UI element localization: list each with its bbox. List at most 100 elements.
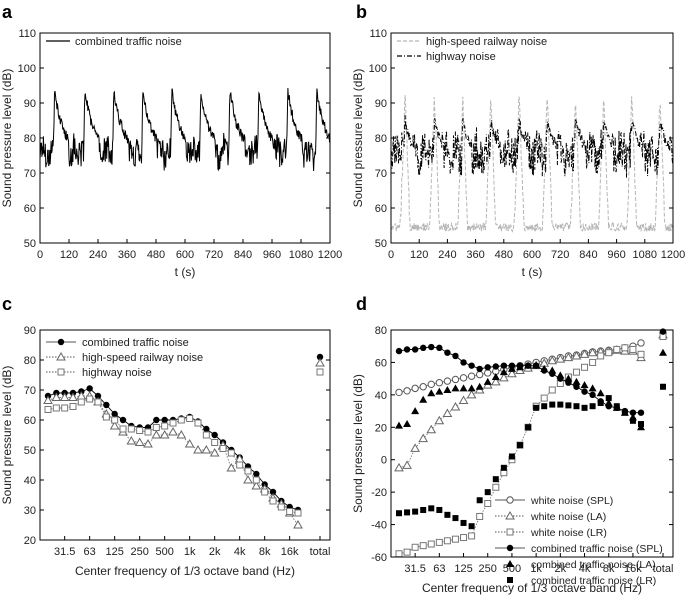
x-tick-label: 2k [555, 563, 567, 575]
y-axis-label: Sound pressure level (dB) [351, 374, 365, 513]
data-point [506, 560, 514, 567]
data-point [452, 515, 459, 522]
data-point [277, 503, 285, 511]
data-point [436, 506, 443, 513]
y-tick-label: 100 [18, 63, 36, 75]
data-point [581, 404, 588, 411]
data-point [541, 403, 548, 410]
data-point [492, 483, 500, 491]
data-point [490, 376, 501, 386]
x-tick-label: 1080 [289, 249, 313, 261]
data-point [119, 425, 127, 433]
chart-c: 20 30 40 50 60 70 80 90 Sound pressure level (dB… [0, 325, 330, 578]
x-tick-label: 2k [209, 546, 221, 558]
data-point [451, 375, 460, 384]
data-point [394, 462, 404, 472]
data-point [315, 357, 325, 367]
data-point [443, 377, 452, 385]
data-point [159, 429, 170, 439]
data-point [44, 406, 52, 413]
data-point [428, 343, 435, 351]
chart-c-frame [39, 329, 331, 541]
data-point [637, 409, 645, 416]
x-tick-label: 840 [234, 249, 252, 261]
y-tick-label: 90 [24, 325, 36, 337]
data-point [533, 404, 540, 411]
y-tick-label: 80 [375, 325, 387, 337]
data-point [557, 401, 564, 408]
data-point [395, 388, 403, 397]
data-point [621, 344, 629, 352]
data-point [605, 349, 613, 357]
data-point [597, 352, 605, 360]
x-tick-label: 720 [205, 249, 223, 261]
legend-label: highway noise [426, 51, 496, 63]
data-point [403, 387, 411, 395]
y-axis-label: Sound pressure level (dB) [0, 69, 14, 208]
data-point [637, 339, 645, 347]
x-tick-label: 16k [624, 563, 642, 575]
data-point [403, 346, 411, 353]
data-point [442, 408, 453, 418]
data-point [451, 384, 460, 392]
x-tick-label: 240 [438, 249, 456, 261]
data-point [563, 352, 574, 362]
x-tick-label: 480 [147, 249, 165, 261]
data-point [269, 488, 277, 496]
legend-label: white noise (LR) [530, 527, 607, 539]
data-point [143, 438, 153, 448]
data-point [460, 534, 468, 542]
data-point [460, 519, 467, 526]
data-point [484, 364, 491, 371]
data-point [467, 384, 476, 392]
data-point [294, 509, 302, 517]
y-tick-label: -60 [371, 552, 387, 564]
data-point [153, 416, 160, 424]
data-point [243, 474, 253, 484]
series-line [47, 395, 299, 526]
x-tick-label: 960 [263, 249, 281, 261]
legend-label: white noise (SPL) [530, 495, 613, 507]
y-tick-label: 50 [24, 238, 36, 250]
x-tick-label: 720 [551, 249, 569, 261]
x-tick-label: 120 [410, 249, 428, 261]
data-point [572, 368, 580, 376]
data-point [427, 540, 435, 548]
data-point [613, 345, 621, 353]
data-point [506, 496, 514, 504]
x-tick-label: 31.5 [54, 546, 75, 558]
data-point [436, 344, 443, 352]
data-point [573, 403, 580, 410]
data-point [459, 374, 468, 382]
data-point [403, 548, 411, 556]
data-point [589, 403, 596, 410]
data-point [427, 380, 435, 389]
data-point [411, 407, 420, 415]
data-point [411, 384, 419, 393]
y-tick-label: 30 [24, 505, 36, 517]
data-point [77, 398, 85, 406]
data-point [492, 363, 499, 370]
data-point [444, 511, 451, 518]
data-point [475, 382, 484, 390]
data-point [211, 439, 219, 446]
data-point [202, 431, 210, 439]
data-point [43, 395, 53, 404]
chart-b-frame [390, 32, 674, 244]
x-tick-label: 4k [234, 546, 246, 558]
data-point [564, 374, 573, 382]
data-point [459, 384, 468, 392]
x-tick-label: 63 [433, 563, 445, 575]
data-point [227, 449, 235, 457]
data-point [316, 353, 324, 361]
data-point [460, 359, 467, 366]
y-tick-label: 40 [24, 475, 36, 487]
data-point [134, 437, 145, 446]
y-tick-label: 70 [24, 385, 36, 397]
data-point [629, 409, 637, 416]
y-tick-label: 20 [375, 422, 387, 434]
data-point [581, 363, 589, 371]
data-point [476, 512, 484, 520]
y-tick-label: 80 [24, 133, 36, 145]
data-point [507, 364, 516, 372]
